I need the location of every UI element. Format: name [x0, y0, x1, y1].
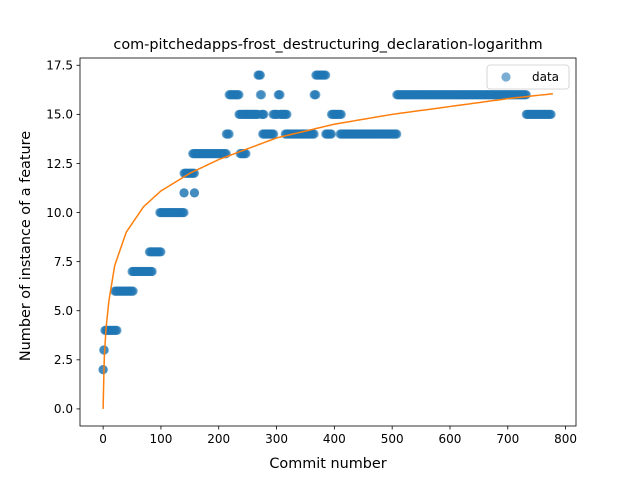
data-point [98, 365, 108, 375]
data-point [269, 129, 279, 139]
x-tick-label: 700 [496, 432, 519, 446]
data-point [311, 90, 321, 100]
axes-frame [79, 57, 577, 427]
x-tick-label: 800 [554, 432, 577, 446]
x-tick-label: 200 [207, 432, 230, 446]
data-point [282, 109, 292, 119]
y-tick-label: 15.0 [46, 108, 73, 122]
data-point [256, 90, 267, 100]
data-point [179, 207, 189, 218]
x-tick-label: 600 [439, 432, 462, 446]
chart-title: com-pitchedapps-frost_destructuring_decl… [113, 37, 542, 53]
x-tick-label: 0 [99, 432, 107, 446]
y-tick-label: 7.5 [54, 255, 73, 269]
x-tick-label: 100 [149, 432, 172, 446]
data-point [336, 109, 346, 119]
legend: data [486, 64, 570, 90]
data-point [156, 247, 166, 257]
x-tick-label: 300 [265, 432, 288, 446]
x-tick-label: 400 [323, 432, 346, 446]
data-point [234, 90, 244, 100]
legend-box [486, 64, 570, 90]
data-point [241, 149, 251, 159]
data-point [309, 129, 319, 139]
y-tick-label: 0.0 [54, 402, 73, 416]
data-point [326, 129, 337, 139]
x-tick-label: 500 [381, 432, 404, 446]
plot-area [98, 70, 556, 410]
data-point [259, 109, 269, 119]
data-point [112, 325, 122, 335]
data-point [275, 90, 285, 100]
fit-line [102, 92, 553, 410]
data-point [224, 129, 234, 139]
data-point [321, 70, 331, 80]
y-tick-label: 12.5 [46, 157, 73, 171]
data-point [189, 188, 200, 198]
legend-marker [501, 72, 511, 82]
data-point [392, 129, 402, 139]
legend-label: data [532, 70, 559, 84]
data-point [255, 70, 265, 80]
data-point [189, 168, 200, 178]
data-point [546, 109, 556, 119]
x-axis-label: Commit number [269, 456, 386, 472]
y-tick-label: 17.5 [46, 59, 73, 73]
y-tick-label: 5.0 [54, 304, 73, 318]
data-point [179, 188, 189, 198]
y-axis-label: Number of instance of a feature [18, 131, 34, 361]
y-tick-label: 2.5 [54, 353, 73, 367]
data-point [128, 286, 138, 296]
data-point [147, 266, 157, 277]
data-point [521, 90, 531, 100]
y-tick-label: 10.0 [46, 206, 73, 220]
